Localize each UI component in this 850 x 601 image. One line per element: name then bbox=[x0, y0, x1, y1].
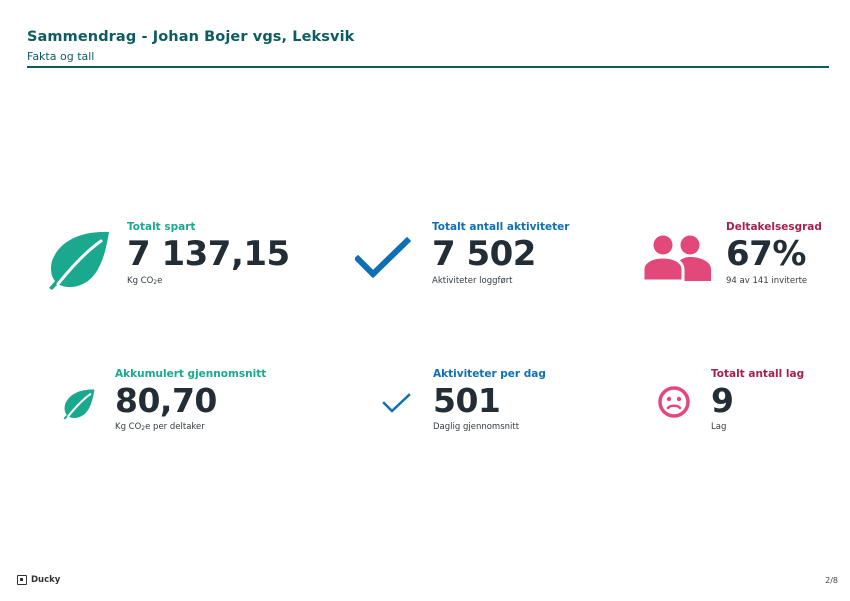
stat-avg-accumulated: Akkumulert gjennomsnitt 80,70 Kg CO2e pe… bbox=[115, 368, 266, 432]
footer-brand: Ducky bbox=[17, 575, 60, 585]
stat-value: 80,70 bbox=[115, 381, 217, 420]
page-title: Sammendrag - Johan Bojer vgs, Leksvik bbox=[27, 29, 355, 45]
stat-value: 7 137,15 bbox=[127, 234, 290, 274]
stat-note: Kg CO2e per deltaker bbox=[115, 422, 205, 432]
stat-label: Deltakelsesgrad bbox=[726, 221, 822, 233]
sad-face-icon bbox=[658, 386, 690, 418]
stat-total-activities: Totalt antall aktiviteter 7 502 Aktivite… bbox=[432, 221, 569, 286]
stat-note: Lag bbox=[711, 422, 727, 432]
stat-label: Aktiviteter per dag bbox=[433, 368, 546, 380]
stat-value: 9 bbox=[711, 381, 734, 420]
footer-brand-label: Ducky bbox=[31, 575, 61, 585]
leaf-icon bbox=[63, 389, 95, 420]
people-icon bbox=[642, 235, 711, 281]
stat-note: Aktiviteter loggført bbox=[432, 276, 513, 286]
stat-note: Kg CO2e bbox=[127, 276, 163, 286]
page-number: 2/8 bbox=[825, 576, 838, 585]
stat-activities-per-day: Aktiviteter per dag 501 Daglig gjennomsn… bbox=[433, 368, 546, 432]
header-divider bbox=[27, 66, 829, 68]
stat-label: Akkumulert gjennomsnitt bbox=[115, 368, 267, 380]
stat-value: 7 502 bbox=[432, 234, 536, 274]
page-subtitle: Fakta og tall bbox=[27, 50, 95, 63]
stat-total-teams: Totalt antall lag 9 Lag bbox=[711, 368, 804, 432]
checkmark-icon bbox=[382, 393, 411, 413]
stat-value: 67% bbox=[726, 234, 806, 274]
leaf-icon bbox=[49, 231, 109, 290]
stat-label: Totalt antall aktiviteter bbox=[432, 221, 570, 233]
stat-label: Totalt antall lag bbox=[711, 368, 805, 380]
stat-participation: Deltakelsesgrad 67% 94 av 141 inviterte bbox=[726, 221, 822, 286]
stat-value: 501 bbox=[433, 381, 501, 420]
ducky-logo-icon bbox=[17, 575, 27, 585]
stat-note: Daglig gjennomsnitt bbox=[433, 422, 520, 432]
stat-label: Totalt spart bbox=[127, 221, 196, 233]
stat-total-saved: Totalt spart 7 137,15 Kg CO2e bbox=[127, 221, 290, 286]
stat-note: 94 av 141 inviterte bbox=[726, 276, 808, 286]
checkmark-icon bbox=[355, 237, 411, 279]
